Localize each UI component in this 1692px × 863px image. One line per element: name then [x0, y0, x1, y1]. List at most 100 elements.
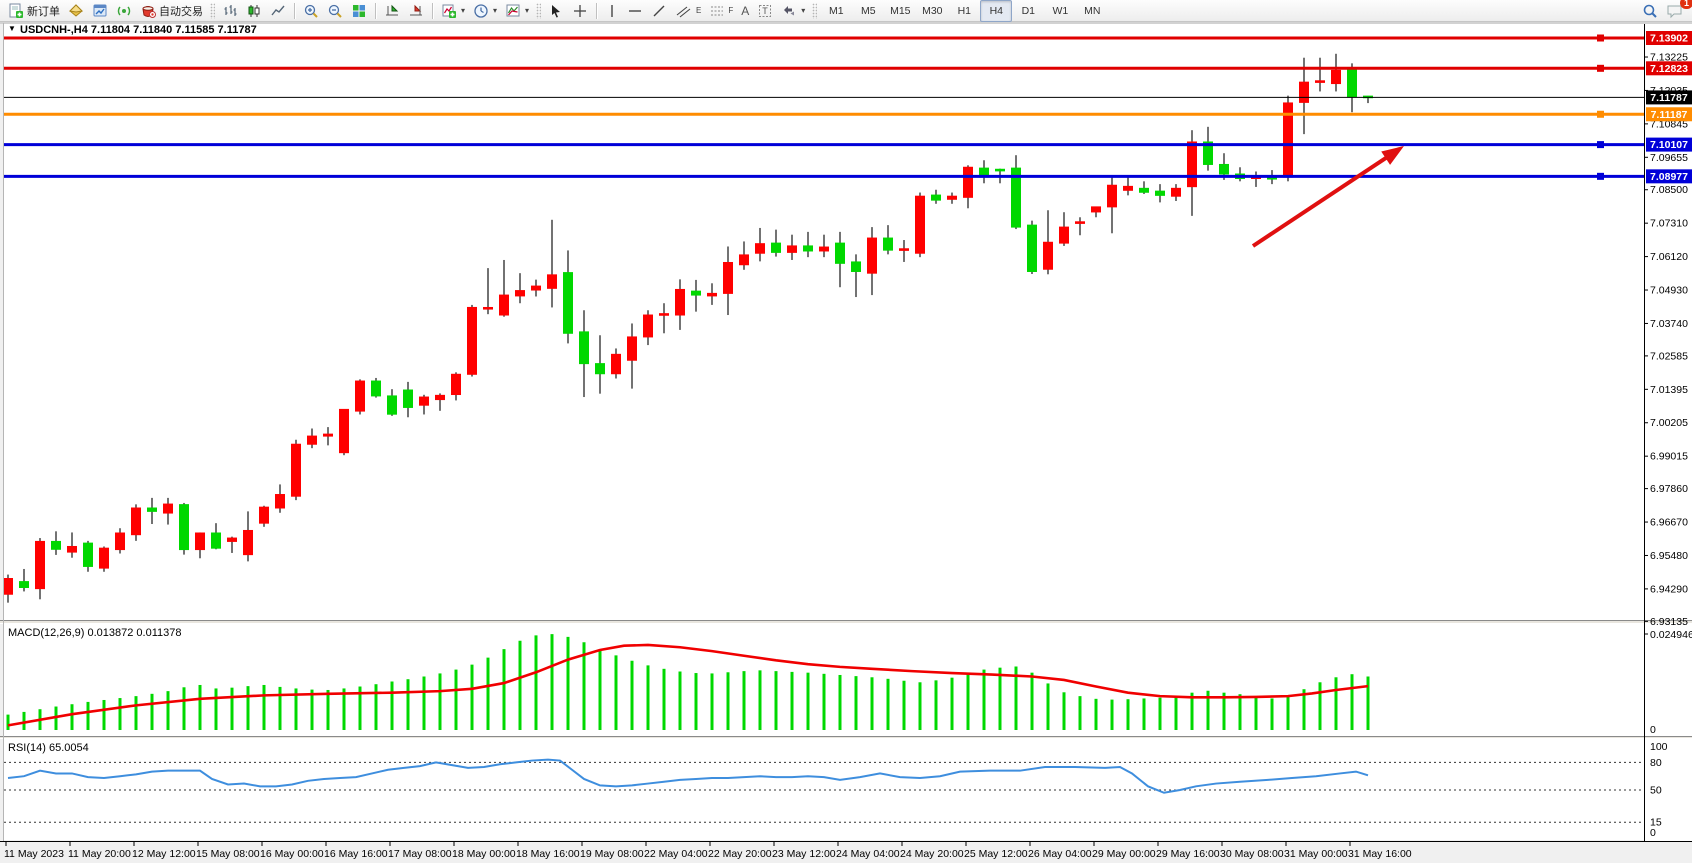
auto-trading-button[interactable]: 自动交易	[136, 0, 207, 22]
text-label-tool-button[interactable]: T	[753, 0, 777, 22]
candle-up	[483, 306, 493, 310]
candle-up	[1123, 185, 1133, 191]
price-tick-label: 7.04930	[1650, 285, 1688, 297]
candle-up	[243, 529, 253, 556]
price-tick-label: 7.00205	[1650, 417, 1688, 429]
market-watch-icon	[93, 4, 107, 16]
candle-up	[467, 306, 477, 375]
candle-up	[307, 435, 317, 445]
signal-button[interactable]	[112, 0, 136, 22]
chart-shift-button[interactable]	[404, 0, 428, 22]
price-badge-label: 7.10107	[1650, 139, 1688, 151]
candle-down	[579, 331, 589, 365]
timeframe-button-M5[interactable]: M5	[861, 4, 876, 17]
main-pane-background[interactable]	[4, 24, 1644, 620]
timeframe-button-H1[interactable]: H1	[957, 4, 972, 17]
timeframe-button-M15[interactable]: M15	[890, 4, 911, 17]
pane-separator[interactable]	[0, 736, 1692, 739]
new-order-icon	[9, 3, 23, 18]
trendline-tool-button[interactable]	[647, 0, 671, 22]
candle-up	[1171, 187, 1181, 197]
time-axis-label: 15 May 08:00	[196, 848, 260, 860]
time-axis-label: 22 May 04:00	[644, 848, 708, 860]
cursor-tool-button[interactable]	[544, 0, 568, 22]
timeframe-button-D1[interactable]: D1	[1021, 4, 1036, 17]
price-tick-label: 7.09655	[1650, 152, 1688, 164]
dropdown-arrow-icon: ▾	[493, 6, 498, 15]
support-line-1-handle[interactable]	[1597, 141, 1604, 149]
candle-up	[707, 292, 717, 297]
candle-down	[403, 389, 413, 408]
macd-scale-zero-label: 0	[1650, 724, 1656, 736]
price-tick-label: 6.97860	[1650, 483, 1688, 495]
price-badge-7.11787	[1646, 90, 1692, 105]
resistance-line-1-handle[interactable]	[1597, 34, 1604, 42]
indicators-button[interactable]: ▾	[437, 0, 469, 22]
notifications-button[interactable]: 1	[1662, 0, 1692, 22]
search-button[interactable]	[1638, 0, 1662, 22]
timeframe-button-H4[interactable]: H4	[980, 0, 1013, 22]
candle-up	[1091, 206, 1101, 213]
crosshair-tool-button[interactable]	[568, 0, 592, 22]
price-badge-7.10107	[1646, 137, 1692, 152]
zoom-in-button[interactable]	[299, 0, 323, 22]
line-chart-mode-button[interactable]	[266, 0, 290, 22]
vertical-line-tool-button[interactable]	[601, 0, 623, 22]
price-tick-label: 6.96670	[1650, 517, 1688, 529]
candle-up	[1043, 241, 1053, 270]
main-toolbar: 新订单	[0, 0, 1692, 22]
trend-arrow-head[interactable]	[1381, 146, 1404, 165]
horizontal-line-tool-button[interactable]	[623, 0, 647, 22]
indicators-icon	[442, 4, 456, 18]
trend-arrow-line[interactable]	[1251, 153, 1392, 248]
market-watch-button[interactable]	[88, 0, 112, 22]
templates-button[interactable]: ▾	[501, 0, 533, 22]
time-axis-label: 18 May 16:00	[516, 848, 580, 860]
auto-scroll-button[interactable]	[380, 0, 404, 22]
price-badge-7.13902	[1646, 31, 1692, 45]
candle-up	[867, 237, 877, 274]
vertical-line-icon	[611, 4, 613, 17]
fibonacci-tool-button[interactable]: F	[705, 0, 737, 22]
trendline-icon	[653, 5, 665, 16]
time-axis-label: 22 May 20:00	[708, 848, 772, 860]
resistance-line-2-handle[interactable]	[1597, 64, 1604, 72]
tile-windows-button[interactable]	[347, 0, 371, 22]
dropdown-arrow-icon: ▾	[461, 6, 466, 15]
candle-up	[323, 433, 333, 437]
price-badge-7.11187	[1646, 107, 1692, 122]
support-line-2-handle[interactable]	[1597, 172, 1604, 180]
channel-tool-button[interactable]: E	[671, 0, 705, 22]
candle-up	[35, 540, 45, 590]
bar-chart-mode-button[interactable]	[218, 0, 242, 22]
arrows-tool-button[interactable]: ▾	[777, 0, 809, 22]
zoom-out-button[interactable]	[323, 0, 347, 22]
timeframe-button-M1[interactable]: M1	[829, 4, 844, 17]
channel-icon	[676, 6, 691, 17]
candle-up	[275, 494, 285, 509]
candle-up	[67, 545, 77, 553]
pivot-line-orange-handle[interactable]	[1597, 110, 1604, 118]
timeframe-button-W1[interactable]: W1	[1052, 4, 1069, 17]
text-tool-button[interactable]: A	[737, 0, 753, 22]
candle-up	[547, 274, 557, 289]
candle-down	[771, 242, 781, 253]
new-order-label: 新订单	[27, 5, 60, 18]
time-axis-label: 25 May 12:00	[964, 848, 1028, 860]
candle-down	[1347, 67, 1357, 98]
candle-down	[595, 363, 605, 375]
timeframe-button-MN[interactable]: MN	[1084, 4, 1101, 17]
styles-button[interactable]	[64, 0, 88, 22]
candle-up	[115, 532, 125, 551]
candle-up	[339, 408, 349, 454]
time-axis-label: 18 May 00:00	[452, 848, 516, 860]
candle-up	[1059, 226, 1069, 244]
new-order-button[interactable]: 新订单	[4, 0, 64, 22]
search-icon	[1643, 4, 1657, 18]
pane-separator[interactable]	[0, 620, 1692, 624]
periods-clock-icon	[474, 3, 488, 18]
periods-button[interactable]: ▾	[469, 0, 501, 22]
timeframe-button-M30[interactable]: M30	[922, 4, 943, 17]
candlestick-mode-button[interactable]	[242, 0, 266, 22]
